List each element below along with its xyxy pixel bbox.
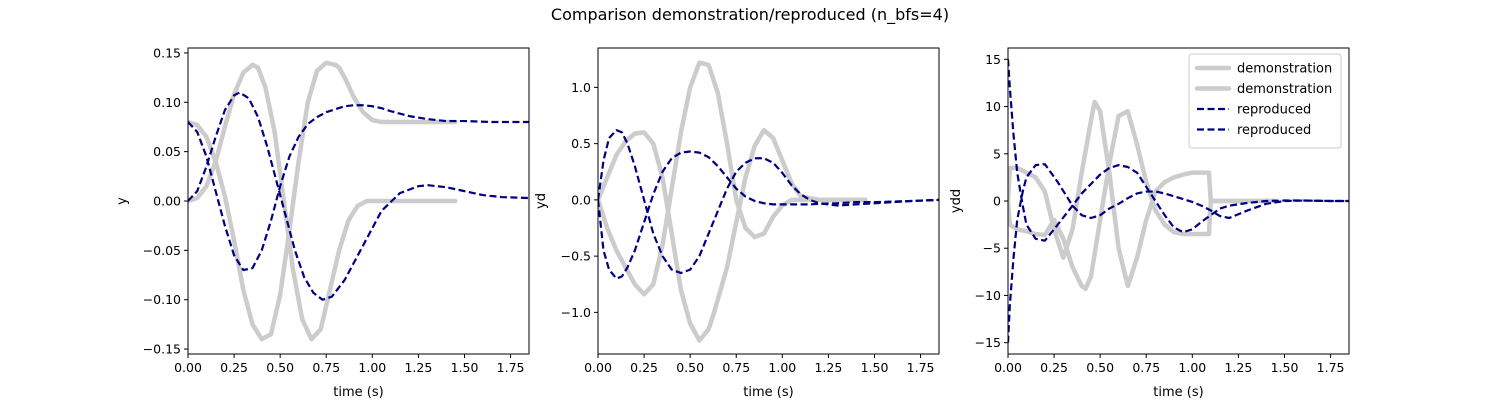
y-tick-label: −1.0 xyxy=(561,305,591,320)
x-tick-label: 0.50 xyxy=(266,360,294,375)
y-tick-label: 10 xyxy=(985,99,1001,114)
y-tick-label: −0.10 xyxy=(143,292,181,307)
x-tick-label: 0.25 xyxy=(220,360,248,375)
x-tick-label: 0.25 xyxy=(1040,360,1068,375)
axes-frame xyxy=(597,47,940,355)
plot-area xyxy=(1008,59,1349,343)
legend-label: reproduced xyxy=(1237,103,1311,118)
y-tick-label: 0.15 xyxy=(153,45,181,60)
y-tick-label: −5 xyxy=(983,241,1001,256)
legend-label: demonstration xyxy=(1237,82,1332,97)
x-tick-label: 0.75 xyxy=(1132,360,1160,375)
series-line-reproduced-3 xyxy=(188,104,529,272)
x-tick-label: 0.00 xyxy=(174,360,202,375)
x-tick-label: 1.75 xyxy=(1317,360,1345,375)
x-tick-label: 1.50 xyxy=(1271,360,1299,375)
y-tick-label: −10 xyxy=(975,288,1001,303)
y-axis-label: yd xyxy=(534,193,549,209)
y-tick-label: 0.0 xyxy=(571,192,591,207)
x-tick-label: 0.00 xyxy=(584,360,612,375)
series-line-demonstration-0 xyxy=(598,127,868,343)
plot-area xyxy=(188,60,529,342)
series-line-reproduced-2 xyxy=(598,129,939,275)
y-tick-label: 0.05 xyxy=(153,144,181,159)
y-tick-label: 5 xyxy=(993,146,1001,161)
series-line-demonstration-1 xyxy=(598,60,868,297)
y-tick-label: −0.15 xyxy=(143,342,181,357)
legend: demonstration demonstration reproduced repr… xyxy=(1188,53,1342,149)
series-line-demonstration-1 xyxy=(1008,99,1278,289)
x-tick-label: 1.25 xyxy=(404,360,432,375)
series-line-demonstration-1 xyxy=(188,60,458,342)
x-tick-label: 1.00 xyxy=(1178,360,1206,375)
x-tick-label: 1.25 xyxy=(814,360,842,375)
y-tick-label: 0.10 xyxy=(153,95,181,110)
y-axis-label: ydd xyxy=(949,189,964,213)
legend-box xyxy=(1188,53,1342,149)
x-tick-label: 1.75 xyxy=(907,360,935,375)
x-axis-label: time (s) xyxy=(1153,385,1203,400)
y-tick-label: −0.05 xyxy=(143,243,181,258)
legend-label: reproduced xyxy=(1237,123,1311,138)
series-line-demonstration-0 xyxy=(188,62,458,342)
x-tick-label: 1.00 xyxy=(358,360,386,375)
x-tick-label: 1.50 xyxy=(861,360,889,375)
y-tick-label: 0.00 xyxy=(153,194,181,209)
x-tick-label: 1.50 xyxy=(451,360,479,375)
y-axis-label: y xyxy=(115,197,130,205)
figure-title: Comparison demonstration/reproduced (n_b… xyxy=(551,5,949,25)
x-tick-label: 0.75 xyxy=(722,360,750,375)
series-line-reproduced-3 xyxy=(598,150,939,280)
y-tick-label: 0 xyxy=(993,194,1001,209)
series-line-reproduced-3 xyxy=(1008,163,1349,343)
series-line-reproduced-2 xyxy=(1008,59,1349,242)
x-tick-label: 0.50 xyxy=(676,360,704,375)
y-tick-label: −0.5 xyxy=(561,249,591,264)
series-line-demonstration-0 xyxy=(1008,109,1278,292)
series-line-reproduced-2 xyxy=(188,91,529,301)
x-tick-label: 0.25 xyxy=(630,360,658,375)
legend-label: demonstration xyxy=(1237,62,1332,77)
y-tick-label: 15 xyxy=(985,52,1001,67)
x-tick-label: 1.75 xyxy=(497,360,525,375)
y-tick-label: 1.0 xyxy=(571,80,591,95)
plot-area xyxy=(598,60,939,343)
y-tick-label: −15 xyxy=(975,335,1001,350)
x-axis-label: time (s) xyxy=(333,385,383,400)
x-tick-label: 0.50 xyxy=(1086,360,1114,375)
x-tick-label: 1.00 xyxy=(768,360,796,375)
subplot-yd: 0.00 0.25 0.50 0.75 1.00 1.25 1.50 1.75 −1.0 −0.5… xyxy=(534,47,940,400)
subplot-y: 0.00 0.25 0.50 0.75 1.00 1.25 1.50 1.75 −0.15 −0.… xyxy=(115,45,530,400)
x-tick-label: 0.75 xyxy=(312,360,340,375)
subplot-ydd: 0.00 0.25 0.50 0.75 1.00 1.25 1.50 1.75 −15 −10 −5… xyxy=(949,47,1350,400)
x-tick-label: 1.25 xyxy=(1224,360,1252,375)
y-tick-label: 0.5 xyxy=(571,136,591,151)
x-axis-label: time (s) xyxy=(743,385,793,400)
x-tick-label: 0.00 xyxy=(994,360,1022,375)
